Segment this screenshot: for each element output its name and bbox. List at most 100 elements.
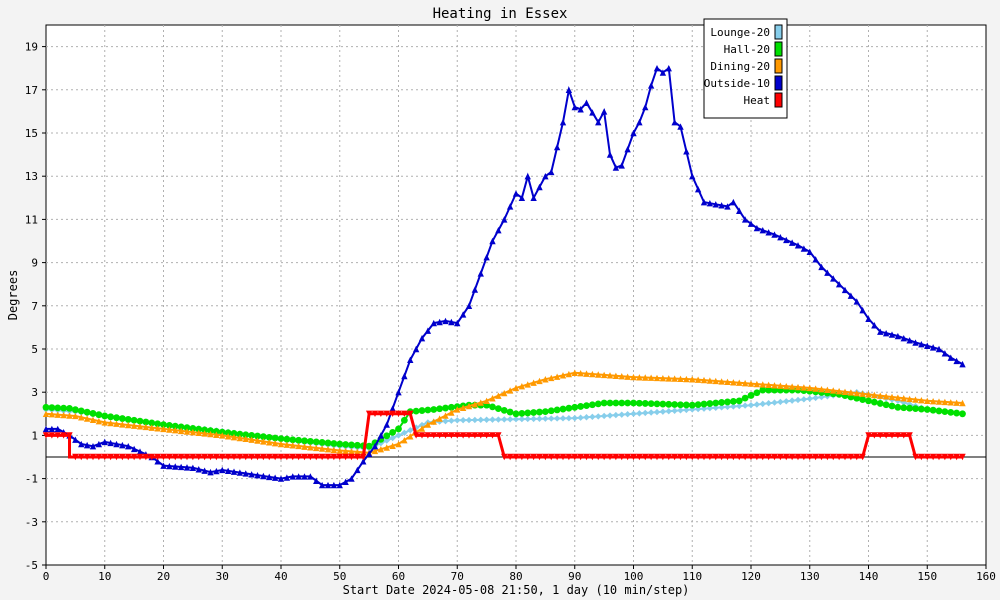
data-point <box>295 436 303 444</box>
data-point <box>489 416 496 423</box>
data-point <box>747 220 755 227</box>
data-point <box>277 440 285 448</box>
data-point <box>512 410 520 418</box>
data-point <box>318 439 326 446</box>
data-point <box>918 340 925 348</box>
data-point <box>265 433 273 441</box>
data-point <box>677 453 684 461</box>
data-point <box>271 474 279 481</box>
data-point <box>653 408 661 416</box>
data-point <box>119 421 126 428</box>
data-point <box>718 202 725 209</box>
data-point <box>841 388 849 395</box>
data-point <box>289 473 296 480</box>
data-point <box>494 405 502 413</box>
data-point <box>160 421 167 428</box>
data-point <box>271 439 279 447</box>
data-point <box>547 407 555 415</box>
data-point <box>565 404 573 412</box>
data-point <box>236 434 244 442</box>
data-point <box>712 399 720 407</box>
data-point <box>753 224 761 232</box>
data-point <box>489 432 496 439</box>
data-point <box>947 408 955 416</box>
data-point <box>630 453 637 461</box>
data-point <box>266 453 273 461</box>
data-point <box>741 394 749 402</box>
data-point <box>395 425 402 433</box>
data-point <box>806 453 813 461</box>
data-point <box>213 453 220 461</box>
data-point <box>959 453 966 461</box>
data-point <box>60 432 67 439</box>
data-point <box>935 398 943 405</box>
data-point <box>142 418 150 426</box>
data-point <box>83 441 91 449</box>
data-point <box>912 339 919 346</box>
data-point <box>577 414 584 421</box>
data-point <box>677 401 684 409</box>
data-point <box>706 400 714 407</box>
data-point <box>624 146 631 153</box>
data-point <box>906 404 914 412</box>
data-point <box>736 402 743 410</box>
legend: Lounge-20 Hall-20 Dining-20 Outside-10 Heat <box>703 18 788 119</box>
data-point <box>835 281 843 288</box>
data-point <box>66 405 73 412</box>
data-point <box>471 401 479 408</box>
data-point <box>42 403 50 411</box>
data-point <box>283 441 291 448</box>
data-point <box>424 432 432 439</box>
data-point <box>694 376 702 383</box>
data-point <box>277 435 285 443</box>
data-point <box>148 424 155 431</box>
data-point <box>600 453 608 461</box>
y-tick-label: -1 <box>25 473 38 486</box>
data-point <box>559 119 567 126</box>
data-point <box>718 378 725 385</box>
y-tick-label: 11 <box>25 213 38 226</box>
data-point <box>618 399 626 407</box>
data-point <box>583 370 590 377</box>
data-point <box>395 440 402 448</box>
data-point <box>806 248 813 255</box>
data-point <box>753 401 761 408</box>
data-point <box>277 453 285 461</box>
data-point <box>324 453 332 461</box>
data-point <box>718 453 725 461</box>
x-tick-label: 30 <box>216 570 229 583</box>
data-point <box>771 382 778 389</box>
data-point <box>571 453 578 461</box>
data-point <box>307 453 314 461</box>
data-point <box>254 471 261 479</box>
data-point <box>107 419 114 427</box>
data-point <box>442 432 449 439</box>
data-point <box>107 453 114 461</box>
data-point <box>430 406 438 413</box>
data-point <box>730 453 737 461</box>
data-point <box>624 411 631 418</box>
legend-label: Heat <box>744 94 771 107</box>
data-point <box>283 435 291 443</box>
data-point <box>929 344 937 351</box>
data-point <box>788 453 796 461</box>
data-point <box>706 200 714 207</box>
data-point <box>730 403 737 410</box>
data-point <box>518 382 526 390</box>
data-point <box>348 475 355 482</box>
data-point <box>606 372 614 379</box>
data-point <box>542 415 549 422</box>
data-point <box>312 438 320 446</box>
data-point <box>553 453 561 461</box>
data-point <box>853 298 860 305</box>
data-point <box>912 453 919 461</box>
data-point <box>906 337 913 344</box>
data-point <box>218 428 226 436</box>
data-point <box>941 453 949 461</box>
data-point <box>736 379 743 386</box>
data-point <box>383 432 391 440</box>
data-point <box>647 400 655 408</box>
data-point <box>794 453 802 461</box>
data-point <box>242 435 249 443</box>
x-tick-label: 70 <box>451 570 464 583</box>
